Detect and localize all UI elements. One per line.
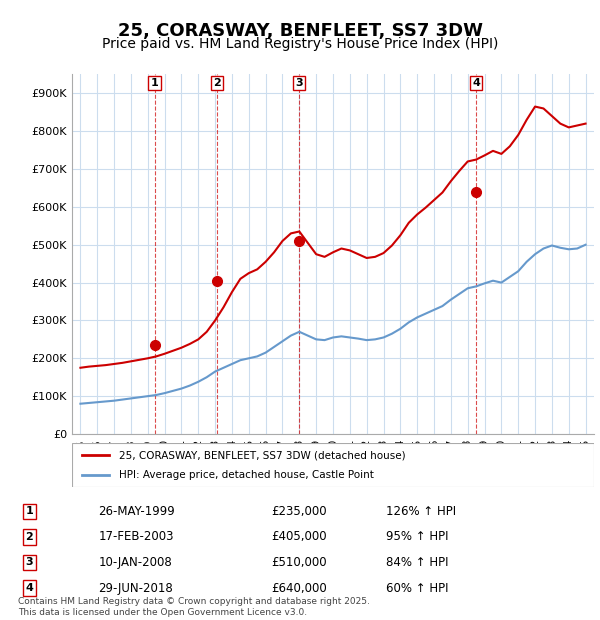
Text: 95% ↑ HPI: 95% ↑ HPI: [386, 530, 449, 543]
Text: 4: 4: [25, 583, 33, 593]
Text: £640,000: £640,000: [271, 582, 327, 595]
Text: 3: 3: [296, 78, 303, 88]
Text: £235,000: £235,000: [271, 505, 327, 518]
Text: £405,000: £405,000: [271, 530, 327, 543]
Text: HPI: Average price, detached house, Castle Point: HPI: Average price, detached house, Cast…: [119, 469, 374, 479]
Text: Contains HM Land Registry data © Crown copyright and database right 2025.
This d: Contains HM Land Registry data © Crown c…: [18, 598, 370, 617]
Text: 126% ↑ HPI: 126% ↑ HPI: [386, 505, 457, 518]
Text: 4: 4: [472, 78, 480, 88]
Text: 25, CORASWAY, BENFLEET, SS7 3DW: 25, CORASWAY, BENFLEET, SS7 3DW: [118, 22, 482, 40]
Text: 26-MAY-1999: 26-MAY-1999: [98, 505, 175, 518]
Text: 25, CORASWAY, BENFLEET, SS7 3DW (detached house): 25, CORASWAY, BENFLEET, SS7 3DW (detache…: [119, 451, 406, 461]
Text: 10-JAN-2008: 10-JAN-2008: [98, 556, 172, 569]
Text: 1: 1: [25, 507, 33, 516]
Text: 29-JUN-2018: 29-JUN-2018: [98, 582, 173, 595]
Text: Price paid vs. HM Land Registry's House Price Index (HPI): Price paid vs. HM Land Registry's House …: [102, 37, 498, 51]
Text: £510,000: £510,000: [271, 556, 327, 569]
Text: 60% ↑ HPI: 60% ↑ HPI: [386, 582, 449, 595]
Text: 2: 2: [213, 78, 221, 88]
Text: 1: 1: [151, 78, 158, 88]
Text: 17-FEB-2003: 17-FEB-2003: [98, 530, 174, 543]
FancyBboxPatch shape: [72, 443, 594, 487]
Text: 84% ↑ HPI: 84% ↑ HPI: [386, 556, 449, 569]
Text: 2: 2: [25, 532, 33, 542]
Text: 3: 3: [25, 557, 33, 567]
